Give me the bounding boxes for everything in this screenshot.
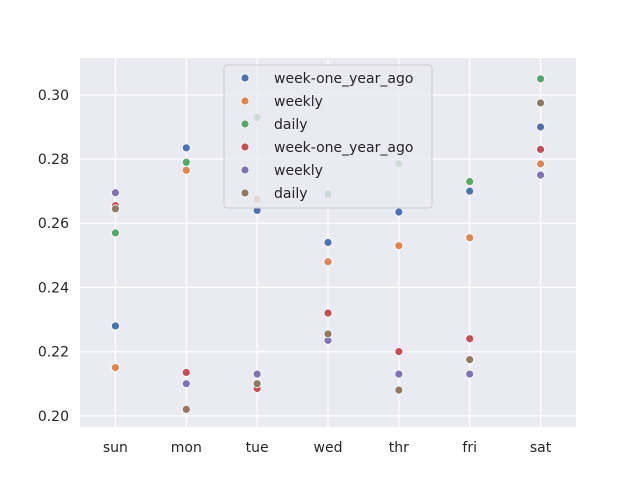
legend-label: daily xyxy=(274,117,308,133)
legend-marker xyxy=(240,96,250,106)
data-point xyxy=(465,233,475,243)
legend-items: week-one_year_agoweeklydailyweek-one_yea… xyxy=(240,71,413,202)
data-point xyxy=(111,363,120,373)
data-point xyxy=(111,204,120,214)
data-point xyxy=(394,369,404,379)
data-point xyxy=(536,170,545,180)
data-point xyxy=(252,369,262,379)
data-point xyxy=(536,145,545,154)
legend-label: weekly xyxy=(274,163,323,179)
legend-marker xyxy=(240,165,250,175)
data-point xyxy=(536,98,545,108)
data-point xyxy=(181,165,191,175)
data-point xyxy=(394,207,404,217)
legend-label: week-one_year_ago xyxy=(274,71,413,87)
data-point xyxy=(323,329,333,339)
data-point xyxy=(465,334,475,344)
y-tick-label: 0.20 xyxy=(38,409,69,425)
legend-label: weekly xyxy=(274,94,323,110)
legend-marker xyxy=(240,188,250,198)
legend-marker xyxy=(240,119,250,129)
x-tick-label: fri xyxy=(462,440,477,456)
data-point xyxy=(323,308,333,318)
x-tick-label: mon xyxy=(171,440,202,456)
legend-box xyxy=(223,64,433,209)
data-point xyxy=(111,188,120,198)
data-point xyxy=(465,355,475,365)
data-point xyxy=(181,368,191,377)
data-point xyxy=(111,228,120,238)
x-tick-label: sat xyxy=(530,440,552,456)
data-point xyxy=(252,379,262,389)
data-point xyxy=(323,238,333,247)
x-tick-label: wed xyxy=(314,440,343,456)
x-tick-label: tue xyxy=(246,440,269,456)
data-point xyxy=(181,157,191,167)
y-tick-label: 0.30 xyxy=(38,88,69,104)
legend-label: week-one_year_ago xyxy=(274,140,413,156)
data-point xyxy=(181,404,191,414)
data-point xyxy=(536,122,545,132)
y-tick-labels: 0.20 0.22 0.24 0.26 0.28 0.30 xyxy=(38,88,69,425)
data-point xyxy=(111,321,120,331)
data-point xyxy=(181,143,191,153)
legend-marker xyxy=(240,142,250,152)
data-point xyxy=(323,257,333,267)
legend-marker xyxy=(240,73,250,83)
data-point xyxy=(394,347,404,356)
data-point xyxy=(181,379,191,389)
y-tick-label: 0.28 xyxy=(38,152,69,168)
data-point xyxy=(536,159,545,169)
y-tick-label: 0.24 xyxy=(38,280,69,296)
data-point xyxy=(394,241,404,251)
x-tick-label: sun xyxy=(103,440,128,456)
data-point xyxy=(536,74,545,84)
data-point xyxy=(465,369,475,379)
data-point xyxy=(465,186,475,196)
data-point xyxy=(465,177,475,186)
x-tick-labels: sun mon tue wed thr fri sat xyxy=(103,440,552,456)
legend-label: daily xyxy=(274,186,308,202)
y-tick-label: 0.26 xyxy=(38,216,69,232)
data-point xyxy=(394,385,404,395)
x-tick-label: thr xyxy=(389,440,409,456)
legend: week-one_year_agoweeklydailyweek-one_yea… xyxy=(223,64,433,209)
y-tick-label: 0.22 xyxy=(38,345,69,361)
